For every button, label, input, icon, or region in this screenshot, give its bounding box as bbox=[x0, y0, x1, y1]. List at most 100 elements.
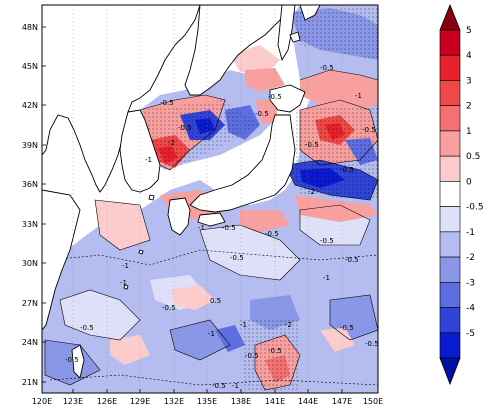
map-panel: -0.5 -0.5 -0.5 -0.5 -0.5 -0.5 -0.5 -0.5 … bbox=[42, 5, 379, 393]
contour-label: -1 bbox=[208, 330, 215, 338]
contour-label: -0.5 bbox=[255, 110, 269, 118]
contour-label: -0.5 bbox=[245, 352, 259, 360]
colorbar-cell bbox=[439, 54, 461, 81]
contour-label: -0.5 bbox=[160, 99, 174, 107]
map-frame bbox=[41, 4, 379, 394]
china-coast bbox=[42, 189, 81, 331]
lat-tick: 45N bbox=[22, 62, 38, 71]
contour-label: -1 bbox=[122, 262, 129, 270]
contour-label: -0.5 bbox=[362, 126, 376, 134]
lon-tick: 120E bbox=[32, 397, 52, 406]
colorbar: 5 4 3 2 1 0.5 0 -0.5 -1 -2 -3 -4 -5 bbox=[439, 3, 484, 386]
colorbar-cell bbox=[439, 256, 461, 283]
lat-tick: 48N bbox=[22, 23, 38, 32]
contour-lines bbox=[44, 69, 378, 391]
colorbar-cell bbox=[439, 29, 461, 56]
korea bbox=[119, 109, 161, 193]
colorbar-label: 3 bbox=[466, 76, 472, 86]
contour-label: -0.5 bbox=[222, 224, 236, 232]
contour-label: -1 bbox=[145, 156, 152, 164]
gridlines bbox=[72, 5, 343, 393]
lon-tick: 147E bbox=[332, 397, 352, 406]
contour-label: -0.5 bbox=[268, 347, 282, 355]
shikoku bbox=[197, 212, 226, 227]
kuril-land bbox=[299, 5, 321, 21]
hokkaido bbox=[269, 84, 306, 113]
colorbar-cell bbox=[439, 80, 461, 106]
colorbar-label: -1 bbox=[466, 228, 475, 238]
colorbar-label: 4 bbox=[466, 51, 472, 61]
contour-label: -0.5 bbox=[212, 382, 226, 390]
lon-axis: 120E 123E 126E 129E 132E 135E 138E 141E … bbox=[32, 389, 383, 406]
colorbar-cell bbox=[439, 206, 461, 233]
contour-label: -0.5 bbox=[80, 324, 94, 332]
contour-label: 0.5 bbox=[210, 297, 221, 305]
colorbar-label: 1 bbox=[466, 127, 472, 137]
lon-tick: 144E bbox=[298, 397, 318, 406]
russia-coast bbox=[184, 5, 291, 96]
colorbar-label: 0 bbox=[466, 177, 472, 187]
colorbar-cell bbox=[439, 155, 461, 182]
contour-label: -0.5 bbox=[268, 93, 282, 101]
lon-tick: 138E bbox=[231, 397, 251, 406]
contour-label: -2 bbox=[285, 321, 292, 329]
colorbar-label: 5 bbox=[466, 26, 472, 36]
lon-tick: 129E bbox=[130, 397, 150, 406]
colorbar-label: -2 bbox=[466, 253, 475, 263]
honshu bbox=[189, 114, 296, 213]
contour-label: -0.5 bbox=[365, 340, 379, 348]
colorbar-cell bbox=[439, 130, 461, 157]
contour-label: -0.5 bbox=[320, 64, 334, 72]
contour-label: -2 bbox=[168, 139, 175, 147]
lon-tick: 150E bbox=[363, 397, 383, 406]
colorbar-cell bbox=[439, 307, 461, 334]
colorbar-cell bbox=[439, 181, 461, 207]
contour-label: -0.5 bbox=[162, 304, 176, 312]
contour-label: -0.5 bbox=[65, 356, 79, 364]
contour-label: -1 bbox=[198, 224, 205, 232]
lat-axis: 48N 45N 42N 39N 36N 33N 30N 27N 24N 21N bbox=[22, 23, 46, 387]
lat-tick: 30N bbox=[22, 259, 38, 268]
lat-tick: 27N bbox=[22, 299, 38, 308]
lon-tick: 135E bbox=[197, 397, 217, 406]
colorbar-cell bbox=[439, 105, 461, 132]
colorbar-bottom-triangle bbox=[439, 357, 461, 386]
contour-label: -1 bbox=[240, 321, 247, 329]
colorbar-cell bbox=[439, 282, 461, 308]
contour-label: -1 bbox=[120, 279, 127, 287]
contour-label: -0.5 bbox=[340, 324, 354, 332]
lat-tick: 39N bbox=[22, 141, 38, 150]
colorbar-label: 2 bbox=[466, 102, 472, 112]
contour-label: -2 bbox=[308, 188, 315, 196]
coastlines bbox=[42, 5, 306, 379]
colorbar-top-triangle bbox=[439, 3, 461, 31]
taiwan bbox=[71, 344, 85, 379]
colorbar-label: -0.5 bbox=[466, 203, 484, 213]
lat-tick: 33N bbox=[22, 220, 38, 229]
colorbar-label: -5 bbox=[466, 329, 475, 339]
contour-label: -0.5 bbox=[178, 124, 192, 132]
contour-label: -0.5 bbox=[320, 237, 334, 245]
lat-tick: 36N bbox=[22, 180, 38, 189]
sakhalin bbox=[277, 5, 296, 62]
lat-tick: 24N bbox=[22, 338, 38, 347]
colorbar-cell bbox=[439, 332, 461, 359]
contour-label: -0.5 bbox=[305, 141, 319, 149]
lat-tick: 21N bbox=[22, 378, 38, 387]
contour-label: -0.5 bbox=[345, 256, 359, 264]
lat-tick: 42N bbox=[22, 101, 38, 110]
contour-label: -0.5 bbox=[340, 166, 354, 174]
kyushu bbox=[167, 197, 191, 236]
contour-label: -0.5 bbox=[230, 254, 244, 262]
contour-label: -0.5 bbox=[265, 230, 279, 238]
contour-label: -1 bbox=[355, 92, 362, 100]
colorbar-label: 0.5 bbox=[466, 152, 480, 162]
colorbar-label: -4 bbox=[466, 304, 475, 314]
lon-tick: 132E bbox=[164, 397, 184, 406]
contour-label: -1 bbox=[323, 274, 330, 282]
lon-tick: 126E bbox=[97, 397, 117, 406]
lon-tick: 123E bbox=[63, 397, 83, 406]
mainland-asia bbox=[42, 5, 201, 193]
contour-labels: -0.5 -0.5 -0.5 -0.5 -0.5 -0.5 -0.5 -0.5 … bbox=[65, 64, 379, 390]
